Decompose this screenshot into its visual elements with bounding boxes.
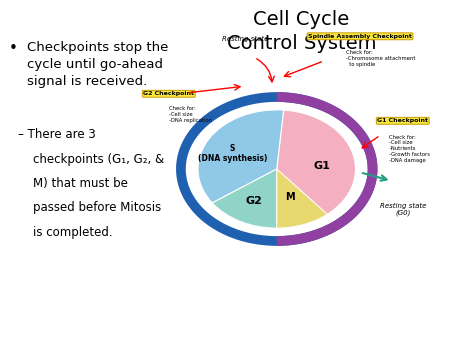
Text: passed before Mitosis: passed before Mitosis (18, 201, 161, 214)
Text: Checkpoints stop the
cycle until go-ahead
signal is received.: Checkpoints stop the cycle until go-ahea… (27, 41, 168, 88)
Text: – There are 3: – There are 3 (18, 128, 96, 141)
Wedge shape (277, 110, 356, 228)
Text: Check for:
-Cell size
-DNA replication: Check for: -Cell size -DNA replication (169, 106, 212, 123)
Text: Resting state: Resting state (222, 36, 269, 42)
Text: Cell Cycle
Control System: Cell Cycle Control System (227, 10, 376, 53)
Text: is completed.: is completed. (18, 226, 112, 239)
Wedge shape (198, 110, 284, 203)
Wedge shape (277, 169, 327, 228)
Text: G1 Checkpoint: G1 Checkpoint (377, 118, 428, 123)
Text: S
(DNA synthesis): S (DNA synthesis) (198, 144, 267, 163)
Text: checkpoints (G₁, G₂, &: checkpoints (G₁, G₂, & (18, 153, 164, 166)
Text: Check for:
-Chromosome attachment
  to spindle: Check for: -Chromosome attachment to spi… (346, 50, 416, 67)
Text: G2: G2 (245, 196, 262, 207)
Text: Resting state
(G0): Resting state (G0) (379, 203, 426, 216)
Text: G1: G1 (314, 161, 331, 171)
Text: •: • (9, 41, 18, 55)
Text: Check for:
-Cell size
-Nutrients
-Growth factors
-DNA damage: Check for: -Cell size -Nutrients -Growth… (389, 135, 430, 163)
Text: M: M (285, 192, 295, 202)
Text: M) that must be: M) that must be (18, 177, 128, 190)
Text: G2 Checkpoint: G2 Checkpoint (143, 91, 194, 96)
Wedge shape (212, 169, 277, 228)
Text: Spindle Assembly Checkpoint: Spindle Assembly Checkpoint (308, 34, 412, 39)
